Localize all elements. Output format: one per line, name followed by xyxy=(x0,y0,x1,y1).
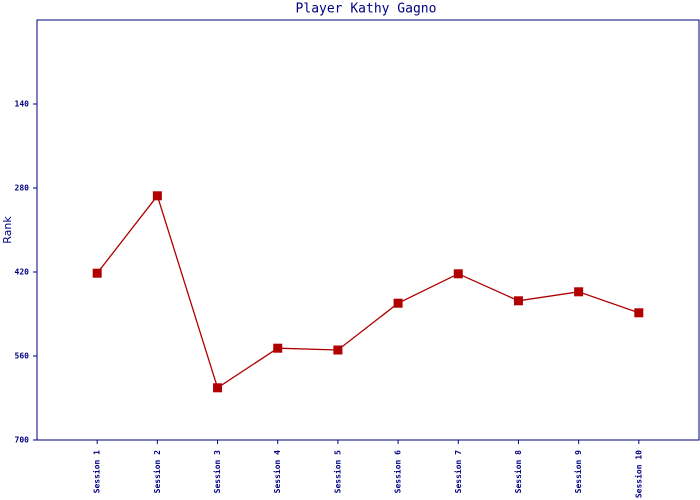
point-marker xyxy=(574,287,584,297)
x-tick-label: Session 2 xyxy=(152,450,162,494)
point-marker xyxy=(273,343,283,353)
chart-title: Player Kathy Gagno xyxy=(296,2,437,17)
x-tick-label: Session 1 xyxy=(92,450,102,494)
y-axis-label: Rank xyxy=(1,216,14,244)
point-marker xyxy=(213,383,223,393)
point-marker xyxy=(513,296,523,306)
y-tick-label: 140 xyxy=(15,100,30,109)
point-marker xyxy=(333,345,343,355)
y-tick-label: 560 xyxy=(15,352,30,361)
x-tick-label: Session 7 xyxy=(453,450,463,494)
point-marker xyxy=(152,191,162,201)
x-tick-label: Session 6 xyxy=(393,450,403,494)
plot-frame xyxy=(36,19,700,441)
x-tick-label: Session 4 xyxy=(272,450,282,494)
point-marker xyxy=(92,268,102,278)
y-tick-label: 700 xyxy=(15,436,30,445)
point-marker xyxy=(453,269,463,279)
series-line xyxy=(96,194,640,389)
x-tick-label: Session 10 xyxy=(633,450,643,498)
y-tick-label: 420 xyxy=(15,268,30,277)
y-tick-label: 280 xyxy=(15,184,30,193)
x-tick-label: Session 9 xyxy=(573,450,583,494)
x-tick-label: Session 8 xyxy=(513,450,523,494)
x-tick-label: Session 3 xyxy=(212,450,222,494)
x-tick-label: Session 5 xyxy=(332,450,342,494)
point-marker xyxy=(634,308,644,318)
point-marker xyxy=(393,298,403,308)
